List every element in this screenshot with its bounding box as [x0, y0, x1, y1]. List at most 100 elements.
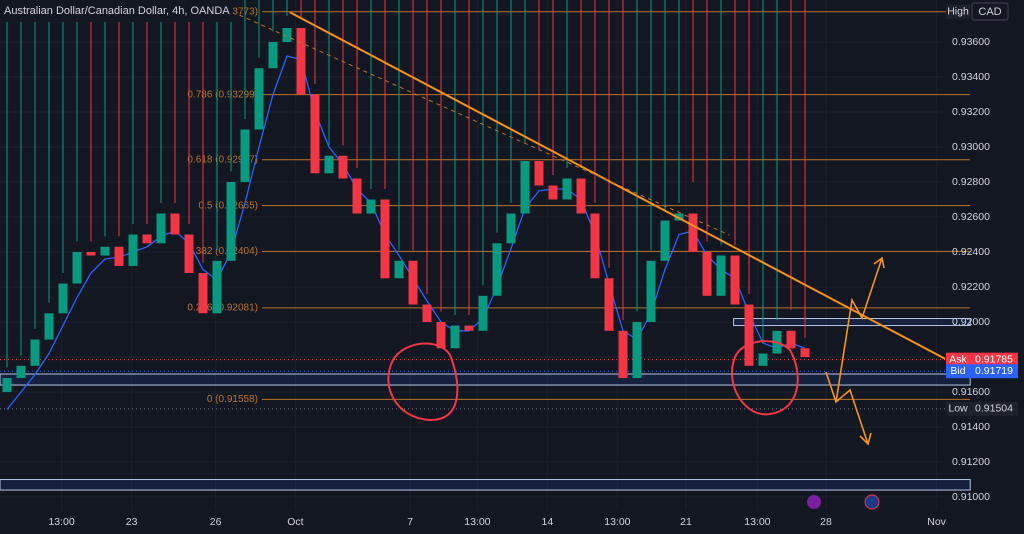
candle-body [170, 213, 180, 235]
currency: CAD [978, 6, 1001, 18]
y-tick-label: 0.93600 [952, 36, 990, 48]
candle-body [716, 255, 726, 296]
candle-body [646, 260, 656, 323]
y-tick-label: 0.92800 [952, 176, 990, 188]
candle-body [618, 330, 628, 379]
circle-annotation [731, 340, 799, 416]
moving-average [6, 55, 806, 410]
time-axis-bg [0, 510, 1024, 534]
currency-badge[interactable] [971, 2, 1009, 21]
candle-body [240, 129, 250, 183]
arrow-down [825, 371, 872, 446]
candle-body [324, 155, 334, 174]
title-backdrop [0, 0, 232, 22]
fib-label: 0.786 (0.93299) [187, 89, 258, 100]
trendline [239, 14, 730, 236]
zone [0, 479, 971, 491]
x-tick-label: Oct [287, 516, 303, 528]
candle-body [436, 322, 446, 349]
x-tick-label: 23 [126, 516, 138, 528]
bid-label: Bid [950, 365, 965, 377]
circle-annotation [387, 342, 459, 422]
candle-body [632, 322, 642, 379]
fib-label: 0 (0.91558) [207, 394, 258, 405]
fib-label: 0.382 (0.92404) [187, 246, 258, 257]
chart-title: Australian Dollar/Canadian Dollar, 4h, O… [4, 5, 230, 17]
candle-body [128, 234, 138, 267]
plot: 1 (0.93773) 0.786 (0.93299) 0.618 (0.92927… [0, 0, 971, 491]
candle-body [30, 339, 40, 366]
candle-body [604, 278, 614, 331]
candle-body [268, 42, 278, 69]
ask-price: 0.91785 [975, 353, 1013, 365]
y-tick-label: 0.93000 [952, 141, 990, 153]
x-tick-label: 7 [407, 516, 413, 528]
candle-body [254, 68, 264, 130]
candle-body [562, 178, 572, 200]
bid-price: 0.91719 [975, 365, 1013, 377]
high_badge-badge [946, 4, 970, 19]
y-tick-label: 0.93400 [952, 71, 990, 83]
candle-body [450, 325, 460, 349]
candle-body [366, 199, 376, 214]
candle-body [800, 348, 810, 358]
candle-body [758, 353, 768, 366]
x-tick-label: 26 [210, 516, 222, 528]
candle-body [534, 161, 544, 186]
candle-body [114, 246, 124, 267]
y-tick-label: 0.91600 [952, 386, 990, 398]
candle-body [296, 28, 306, 95]
candle-body [282, 28, 292, 43]
candle-body [408, 260, 418, 305]
y-tick-label: 0.91400 [952, 421, 990, 433]
fib-label: 1 (0.93773) [207, 6, 258, 17]
candle-body [380, 199, 390, 279]
candle-body [352, 178, 362, 214]
bid-price-bg [970, 364, 1018, 379]
y-tick-label: 0.92000 [952, 316, 990, 328]
candle-body [198, 273, 208, 314]
candle-body [464, 325, 474, 331]
ask-label: Ask [949, 353, 967, 365]
y-tick-label: 0.93200 [952, 106, 990, 118]
candle-body [86, 252, 96, 256]
y-tick-label: 0.91000 [952, 491, 990, 503]
candle-body [16, 365, 26, 379]
low-price-bg [970, 401, 1018, 416]
zone [733, 318, 971, 327]
annotations [387, 256, 885, 510]
ask-price-bg [970, 352, 1018, 367]
event-icon[interactable] [864, 494, 880, 510]
axes: 0.93600 0.93400 0.93200 0.93000 0.92800 0.926… [0, 4, 1024, 534]
trendline [289, 11, 946, 360]
candle-body [100, 246, 110, 256]
arrow-up [835, 256, 885, 403]
high_badge-label: High [947, 6, 969, 18]
candle-body [58, 283, 68, 314]
candle-body [506, 213, 516, 244]
fib-label: 0.236 (0.92081) [187, 302, 258, 313]
candle-body [44, 313, 54, 340]
x-tick-label: 14 [542, 516, 554, 528]
candle-body [702, 252, 712, 296]
candle-body [156, 213, 166, 244]
candle-body [660, 220, 670, 261]
candle-body [212, 260, 222, 314]
candle-body [576, 178, 586, 214]
y-tick-label: 0.91200 [952, 456, 990, 468]
candle-body [338, 155, 348, 179]
candle-body [394, 260, 404, 279]
candle-body [310, 94, 320, 174]
candle-body [786, 330, 796, 349]
x-tick-label: 28 [820, 516, 832, 528]
fib-label: 0.618 (0.92927) [187, 154, 258, 165]
y-tick-label: 0.92200 [952, 281, 990, 293]
candle-body [72, 252, 82, 284]
y-tick-label: 0.92400 [952, 246, 990, 258]
x-tick-label: Nov [927, 516, 946, 528]
low-price: 0.91504 [975, 403, 1013, 415]
candle-body [2, 378, 12, 393]
event-icon[interactable] [807, 495, 821, 509]
candle-body [184, 234, 194, 274]
